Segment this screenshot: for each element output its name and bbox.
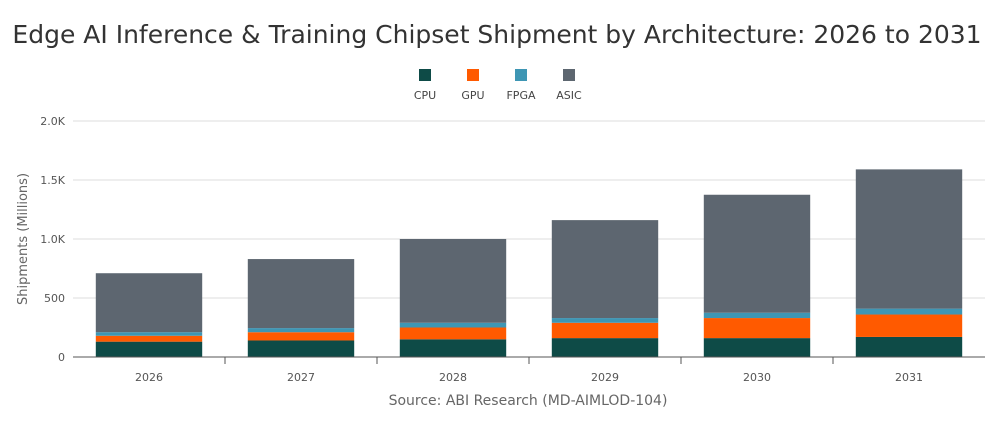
- bar-fpga-2030: [703, 312, 811, 319]
- bar-asic-2026: [95, 273, 203, 333]
- bar-gpu-2027: [247, 332, 355, 341]
- legend-label-fpga: FPGA: [506, 89, 535, 102]
- x-tick-label: 2030: [743, 371, 771, 384]
- y-tick-label: 1.5K: [40, 174, 65, 187]
- y-tick-label: 0: [58, 351, 65, 364]
- x-tick-label: 2027: [287, 371, 315, 384]
- bar-gpu-2026: [95, 335, 203, 342]
- bar-asic-2031: [855, 169, 963, 309]
- bar-asic-2027: [247, 259, 355, 329]
- legend-label-gpu: GPU: [461, 89, 484, 102]
- bar-cpu-2030: [703, 338, 811, 357]
- bar-cpu-2028: [399, 339, 507, 357]
- bars: [95, 169, 963, 357]
- bar-cpu-2031: [855, 336, 963, 357]
- bar-fpga-2031: [855, 308, 963, 315]
- legend-swatch-gpu: [467, 69, 479, 81]
- bar-cpu-2026: [95, 341, 203, 357]
- y-tick-label: 2.0K: [40, 115, 65, 128]
- bar-fpga-2027: [247, 328, 355, 333]
- x-tick-label: 2029: [591, 371, 619, 384]
- bar-fpga-2029: [551, 318, 659, 323]
- y-axis-ticks: 0 500 1.0K 1.5K 2.0K: [40, 115, 65, 364]
- bar-fpga-2026: [95, 332, 203, 336]
- bar-asic-2029: [551, 220, 659, 319]
- legend-label-asic: ASIC: [556, 89, 582, 102]
- y-tick-label: 500: [44, 292, 65, 305]
- x-tick-label: 2028: [439, 371, 467, 384]
- bar-fpga-2028: [399, 322, 507, 328]
- bar-asic-2028: [399, 239, 507, 323]
- x-axis-ticks: 2026 2027 2028 2029 2030 2031: [135, 357, 923, 384]
- bar-gpu-2030: [703, 318, 811, 339]
- source-note: Source: ABI Research (MD-AIMLOD-104): [389, 393, 668, 409]
- legend-swatch-asic: [563, 69, 575, 81]
- bar-gpu-2028: [399, 327, 507, 340]
- bar-asic-2030: [703, 194, 811, 313]
- legend-swatch-cpu: [419, 69, 431, 81]
- y-tick-label: 1.0K: [40, 233, 65, 246]
- bar-gpu-2031: [855, 314, 963, 337]
- chart-title: Edge AI Inference & Training Chipset Shi…: [12, 20, 981, 49]
- y-axis-title: Shipments (Millions): [16, 173, 31, 305]
- legend-label-cpu: CPU: [414, 89, 436, 102]
- bar-cpu-2027: [247, 340, 355, 357]
- legend-swatch-fpga: [515, 69, 527, 81]
- bar-cpu-2029: [551, 338, 659, 357]
- x-tick-label: 2031: [895, 371, 923, 384]
- bar-gpu-2029: [551, 322, 659, 339]
- grid: [73, 120, 985, 299]
- x-tick-label: 2026: [135, 371, 163, 384]
- legend: CPU GPU FPGA ASIC: [414, 69, 582, 102]
